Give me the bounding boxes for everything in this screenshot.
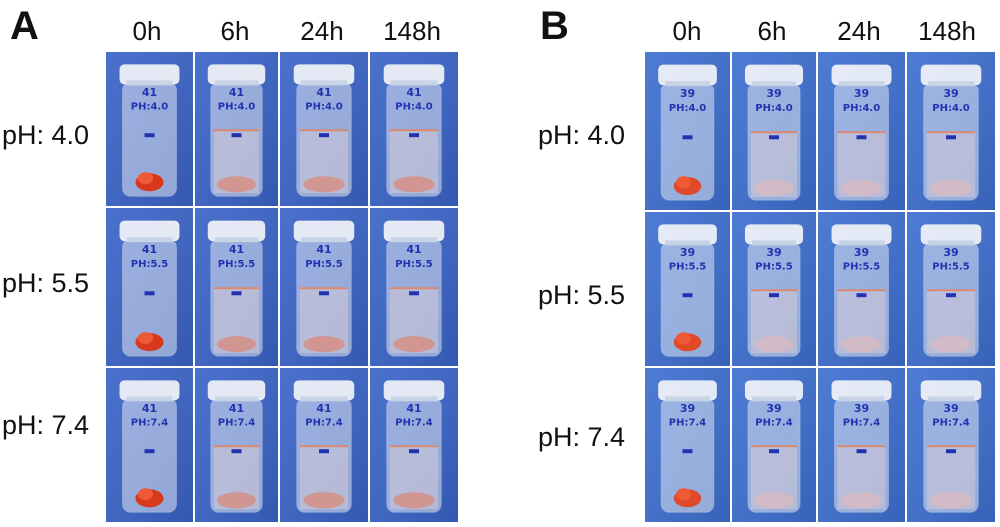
svg-text:41: 41 xyxy=(229,243,244,256)
panel-a-row-ph-7-4: pH: 7.4 xyxy=(2,410,90,440)
svg-text:39: 39 xyxy=(943,87,958,100)
svg-text:PH:5.5: PH:5.5 xyxy=(932,262,969,273)
panel-b-vial-photo-r3-c1: 39 PH:7.4 xyxy=(645,368,730,522)
panel-b-vial-photo-r3-c2: 39 PH:7.4 xyxy=(732,368,816,522)
svg-text:41: 41 xyxy=(316,243,331,256)
panel-b-vial-photo-r2-c4: 39 PH:5.5 xyxy=(907,212,995,366)
panel-a-vial-photo-r2-c2: 41 PH:5.5 xyxy=(195,208,278,366)
svg-text:PH:4.0: PH:4.0 xyxy=(843,103,880,114)
panel-b-vial-photo-r2-c1: 39 PH:5.5 xyxy=(645,212,730,366)
panel-b-vial-photo-r3-c3: 39 PH:7.4 xyxy=(818,368,905,522)
svg-text:41: 41 xyxy=(316,402,331,415)
svg-text:PH:5.5: PH:5.5 xyxy=(305,259,342,270)
panel-b-row-ph-5-5: pH: 5.5 xyxy=(538,280,626,310)
panel-a-vial-photo-r3-c2: 41 PH:7.4 xyxy=(195,368,278,522)
panel-b-col-24h: 24h xyxy=(837,16,881,46)
svg-text:PH:7.4: PH:7.4 xyxy=(305,418,342,429)
panel-a-vial-photo-r1-c2: 41 PH:4.0 xyxy=(195,52,278,206)
svg-text:PH:7.4: PH:7.4 xyxy=(755,418,792,429)
svg-text:PH:4.0: PH:4.0 xyxy=(131,102,168,113)
svg-text:39: 39 xyxy=(854,87,869,100)
panel-a-vial-photo-r2-c1: 41 PH:5.5 xyxy=(106,208,193,366)
svg-text:39: 39 xyxy=(680,246,695,259)
svg-text:PH:5.5: PH:5.5 xyxy=(843,262,880,273)
panel-a-vial-photo-r1-c3: 41 PH:4.0 xyxy=(280,52,368,206)
panel-a-vial-photo-r3-c1: 41 PH:7.4 xyxy=(106,368,193,522)
panel-b-col-0h: 0h xyxy=(672,16,702,46)
svg-text:PH:4.0: PH:4.0 xyxy=(755,103,792,114)
panel-a-vial-photo-r2-c4: 41 PH:5.5 xyxy=(370,208,458,366)
svg-text:39: 39 xyxy=(854,402,869,415)
svg-text:PH:5.5: PH:5.5 xyxy=(395,259,432,270)
svg-text:PH:5.5: PH:5.5 xyxy=(131,259,168,270)
svg-text:PH:4.0: PH:4.0 xyxy=(395,102,432,113)
panel-b-row-ph-4-0: pH: 4.0 xyxy=(538,120,626,150)
svg-text:39: 39 xyxy=(766,402,781,415)
svg-text:PH:4.0: PH:4.0 xyxy=(305,102,342,113)
svg-text:41: 41 xyxy=(142,243,157,256)
svg-text:41: 41 xyxy=(406,86,421,99)
panel-a-row-ph-4-0: pH: 4.0 xyxy=(2,120,90,150)
panel-b-vial-photo-r3-c4: 39 PH:7.4 xyxy=(907,368,995,522)
panel-a-col-6h: 6h xyxy=(220,16,250,46)
panel-a-letter: A xyxy=(10,4,39,48)
svg-text:39: 39 xyxy=(943,402,958,415)
svg-text:PH:7.4: PH:7.4 xyxy=(131,418,168,429)
panel-b-letter: B xyxy=(540,4,569,48)
panel-a-row-ph-5-5: pH: 5.5 xyxy=(2,268,90,298)
svg-text:PH:7.4: PH:7.4 xyxy=(843,418,880,429)
svg-text:39: 39 xyxy=(854,246,869,259)
svg-text:41: 41 xyxy=(229,86,244,99)
svg-text:PH:7.4: PH:7.4 xyxy=(932,418,969,429)
svg-text:41: 41 xyxy=(406,243,421,256)
panel-b-vial-photo-r1-c1: 39 PH:4.0 xyxy=(645,52,730,210)
panel-b-vial-photo-r1-c2: 39 PH:4.0 xyxy=(732,52,816,210)
panel-a-vial-photo-r1-c4: 41 PH:4.0 xyxy=(370,52,458,206)
svg-text:PH:4.0: PH:4.0 xyxy=(218,102,255,113)
panel-a-vial-photo-r3-c4: 41 PH:7.4 xyxy=(370,368,458,522)
svg-text:39: 39 xyxy=(680,87,695,100)
panel-b-vial-photo-r1-c3: 39 PH:4.0 xyxy=(818,52,905,210)
svg-text:PH:7.4: PH:7.4 xyxy=(395,418,432,429)
svg-text:39: 39 xyxy=(943,246,958,259)
svg-text:PH:4.0: PH:4.0 xyxy=(932,103,969,114)
panel-b-row-ph-7-4: pH: 7.4 xyxy=(538,422,626,452)
svg-text:39: 39 xyxy=(680,402,695,415)
panel-a-vial-photo-r3-c3: 41 PH:7.4 xyxy=(280,368,368,522)
svg-text:39: 39 xyxy=(766,246,781,259)
svg-text:PH:7.4: PH:7.4 xyxy=(669,418,706,429)
svg-text:PH:5.5: PH:5.5 xyxy=(218,259,255,270)
svg-text:41: 41 xyxy=(316,86,331,99)
svg-text:PH:7.4: PH:7.4 xyxy=(218,418,255,429)
svg-text:41: 41 xyxy=(229,402,244,415)
svg-text:41: 41 xyxy=(142,402,157,415)
panel-b-col-148h: 148h xyxy=(918,16,976,46)
svg-text:39: 39 xyxy=(766,87,781,100)
panel-b-col-6h: 6h xyxy=(757,16,787,46)
panel-a-col-0h: 0h xyxy=(132,16,162,46)
svg-text:PH:5.5: PH:5.5 xyxy=(755,262,792,273)
svg-text:41: 41 xyxy=(142,86,157,99)
panel-a-vial-photo-r1-c1: 41 PH:4.0 xyxy=(106,52,193,206)
svg-text:PH:4.0: PH:4.0 xyxy=(669,103,706,114)
svg-text:41: 41 xyxy=(406,402,421,415)
panel-a-vial-photo-r2-c3: 41 PH:5.5 xyxy=(280,208,368,366)
panel-b-vial-photo-r2-c2: 39 PH:5.5 xyxy=(732,212,816,366)
panel-a-col-24h: 24h xyxy=(300,16,344,46)
panel-a-col-148h: 148h xyxy=(383,16,441,46)
panel-b-vial-photo-r2-c3: 39 PH:5.5 xyxy=(818,212,905,366)
panel-b-vial-photo-r1-c4: 39 PH:4.0 xyxy=(907,52,995,210)
svg-text:PH:5.5: PH:5.5 xyxy=(669,262,706,273)
